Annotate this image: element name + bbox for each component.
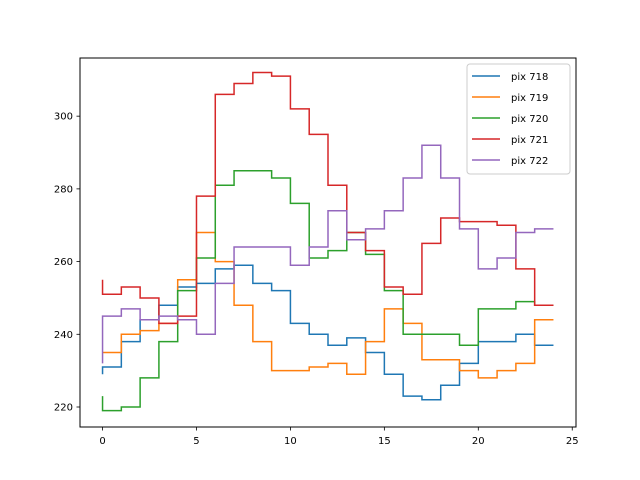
- legend-box: [466, 63, 571, 175]
- series-layer: [101, 71, 554, 412]
- x-tick-label: 10: [284, 436, 297, 447]
- legend-label: pix 719: [511, 93, 548, 104]
- legend-label: pix 718: [511, 72, 548, 83]
- y-tick-label: 220: [54, 403, 73, 414]
- legend-label: pix 722: [511, 156, 548, 167]
- y-tick-label: 300: [54, 112, 73, 123]
- x-axis: 0 5 10 15 20 25: [99, 427, 579, 447]
- series-line-pix-721: [101, 71, 554, 325]
- y-tick-label: 280: [54, 184, 73, 195]
- y-tick-label: 260: [54, 257, 73, 268]
- legend: pix 718 pix 719 pix 720 pix 721 pix 722: [466, 63, 571, 175]
- x-tick-label: 25: [566, 436, 579, 447]
- x-tick-label: 20: [472, 436, 485, 447]
- legend-label: pix 721: [511, 135, 548, 146]
- x-tick-label: 0: [99, 436, 105, 447]
- series-line-pix-718: [101, 264, 554, 401]
- y-axis: 220 240 260 280 300: [54, 112, 80, 414]
- x-tick-label: 5: [193, 436, 199, 447]
- x-tick-label: 15: [378, 436, 391, 447]
- axes-frame: [79, 57, 577, 428]
- y-tick-label: 240: [54, 330, 73, 341]
- legend-label: pix 720: [511, 114, 548, 125]
- series-line-pix-722: [101, 144, 554, 364]
